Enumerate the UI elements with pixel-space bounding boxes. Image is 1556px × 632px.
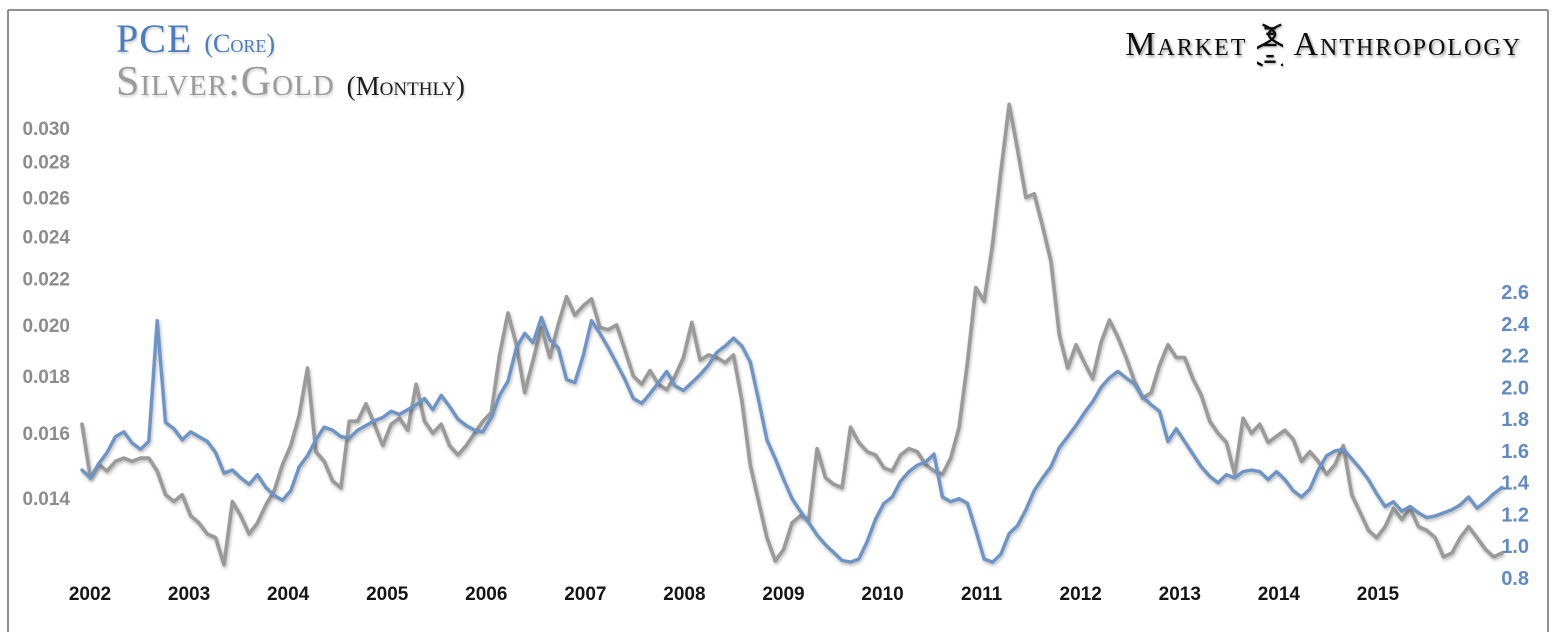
right-axis-tick: 2.6 — [1501, 282, 1529, 304]
x-axis-tick: 2007 — [564, 584, 606, 605]
left-axis-tick: 0.028 — [22, 152, 70, 173]
x-axis-tick: 2009 — [762, 584, 804, 605]
title-pce-row: PCE (Core) — [116, 18, 465, 60]
right-axis-tick: 1.6 — [1501, 441, 1529, 463]
title-pce-qualifier: (Core) — [204, 29, 276, 58]
chart-title-block: PCE (Core) Silver:Gold (Monthly) — [116, 18, 465, 105]
title-silver-gold-qualifier: (Monthly) — [346, 71, 465, 101]
x-axis-tick: 2013 — [1159, 584, 1201, 605]
left-axis-tick: 0.020 — [22, 316, 70, 337]
x-axis-tick: 2004 — [267, 584, 310, 605]
right-axis-tick: 0.8 — [1501, 568, 1529, 590]
left-axis-tick: 0.014 — [22, 489, 70, 510]
brand-logo: Market Anthropology — [1125, 22, 1522, 68]
dna-helix-icon — [1257, 22, 1284, 68]
x-axis-tick: 2003 — [168, 584, 210, 605]
silver-gold-line — [80, 102, 1504, 567]
right-axis-tick: 1.2 — [1501, 504, 1529, 526]
right-axis-tick: 2.4 — [1501, 314, 1530, 336]
right-axis-tick: 1.4 — [1501, 473, 1530, 495]
right-axis-tick: 2.2 — [1501, 346, 1529, 368]
x-axis-tick: 2006 — [465, 584, 507, 605]
title-pce: PCE — [116, 16, 193, 61]
brand-word-market: Market — [1125, 26, 1248, 63]
x-axis-tick: 2014 — [1258, 584, 1301, 605]
left-axis-tick: 0.022 — [22, 270, 70, 291]
right-axis-tick: 2.0 — [1501, 377, 1529, 399]
x-axis-tick: 2015 — [1357, 584, 1400, 605]
left-axis-tick: 0.030 — [22, 119, 70, 140]
pce-core-line — [80, 315, 1504, 564]
right-axis-tick: 1.0 — [1501, 536, 1529, 558]
left-axis-tick: 0.026 — [22, 188, 70, 209]
title-silver-gold: Silver:Gold — [116, 59, 335, 105]
x-axis-tick: 2008 — [663, 584, 705, 605]
x-axis-tick: 2005 — [366, 584, 409, 605]
x-axis-tick: 2002 — [69, 584, 111, 605]
left-axis-tick: 0.024 — [22, 227, 70, 248]
left-axis-tick: 0.018 — [22, 367, 70, 388]
left-axis-tick: 0.016 — [22, 424, 70, 445]
brand-word-anthropology: Anthropology — [1293, 26, 1522, 63]
x-axis-tick: 2010 — [861, 584, 903, 605]
x-axis-tick: 2012 — [1060, 584, 1102, 605]
x-axis-tick: 2011 — [961, 584, 1003, 605]
title-silver-gold-row: Silver:Gold (Monthly) — [116, 60, 465, 104]
right-axis-tick: 1.8 — [1501, 409, 1529, 431]
